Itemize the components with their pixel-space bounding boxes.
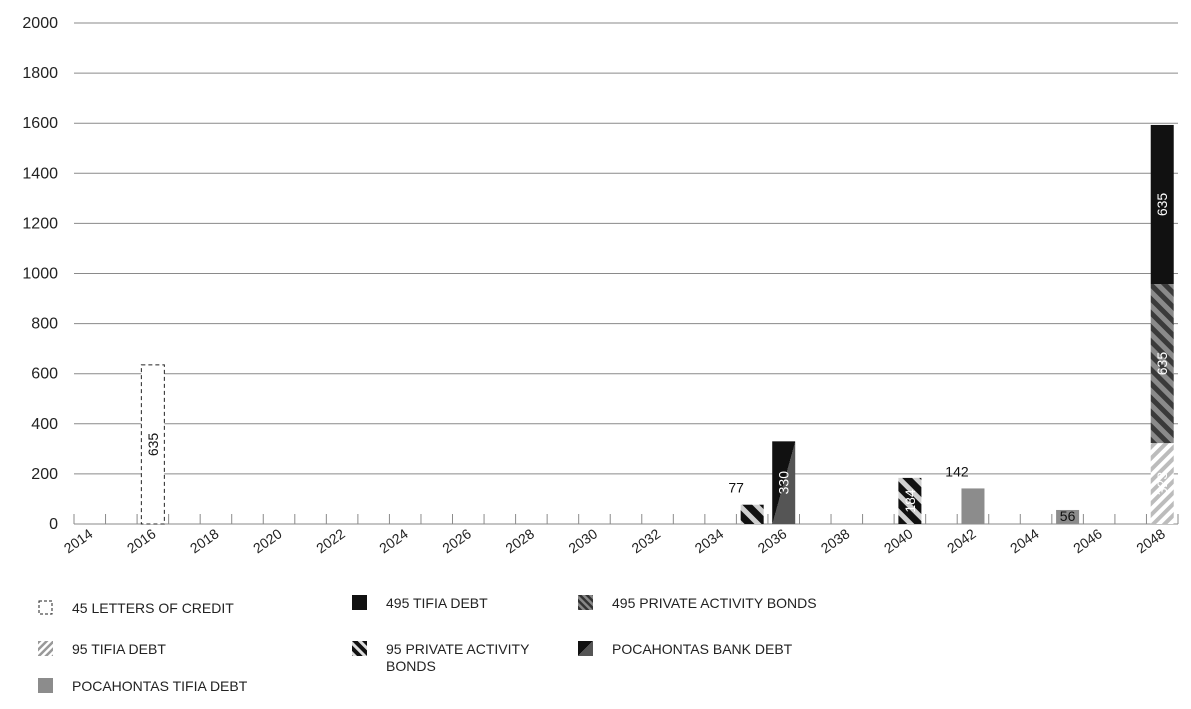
data-label: 635 [1154,352,1170,376]
grid-layer [74,22,1178,475]
bar [898,477,922,524]
bar [961,488,985,524]
y-tick-label: 1400 [22,165,58,182]
labels-layer: 323 635 635 635 77 184 330 142 56 [145,193,1170,524]
y-tick-label: 2000 [22,15,58,32]
x-tick-label: 2030 [565,525,600,556]
x-tick-label: 2036 [755,525,790,556]
data-label: 635 [1154,193,1170,217]
bar [1150,124,1174,285]
x-tick-label: 2028 [502,525,537,556]
y-tick-label: 1600 [22,115,58,132]
x-tick-label: 2034 [692,525,727,556]
y-tick-label: 400 [31,416,58,433]
bar [772,441,796,524]
x-tick-label: 2044 [1007,525,1042,556]
data-label: 323 [1154,472,1170,496]
bar [1150,443,1174,524]
x-tick-label: 2046 [1070,525,1105,556]
data-label: 142 [945,463,969,479]
y-tick-label: 1200 [22,215,58,232]
y-tick-label: 1000 [22,266,58,283]
y-tick-label: 600 [31,366,58,383]
x-tick-label: 2040 [881,525,916,556]
x-tick-label: 2026 [439,525,474,556]
bars-layer [140,124,1174,525]
x-tick-label: 2048 [1133,525,1168,556]
data-label: 77 [728,480,744,496]
data-label: 56 [1060,508,1076,524]
x-tick-label: 2038 [818,525,853,556]
data-label: 184 [902,489,918,513]
x-tick-label: 2024 [376,525,411,556]
bar [140,364,165,525]
data-label: 635 [145,433,161,457]
data-label: 330 [776,471,792,495]
bar [1056,509,1080,524]
x-tick-label: 2022 [313,525,348,556]
x-tick-label: 2042 [944,525,979,556]
x-tick-label: 2020 [250,525,285,556]
y-tick-label: 800 [31,316,58,333]
x-tick-label: 2016 [124,525,159,556]
axis-layer: 0 200 400 600 800 1000 1200 1400 1600 1800 2000 201… [22,15,1179,556]
x-tick-label: 2018 [187,525,222,556]
x-tick-label: 2032 [629,525,664,556]
bar [1150,284,1174,444]
x-tick-label: 2014 [61,525,96,556]
bar [740,504,764,524]
y-tick-label: 0 [49,516,58,533]
y-tick-label: 1800 [22,65,58,82]
y-tick-label: 200 [31,466,58,483]
